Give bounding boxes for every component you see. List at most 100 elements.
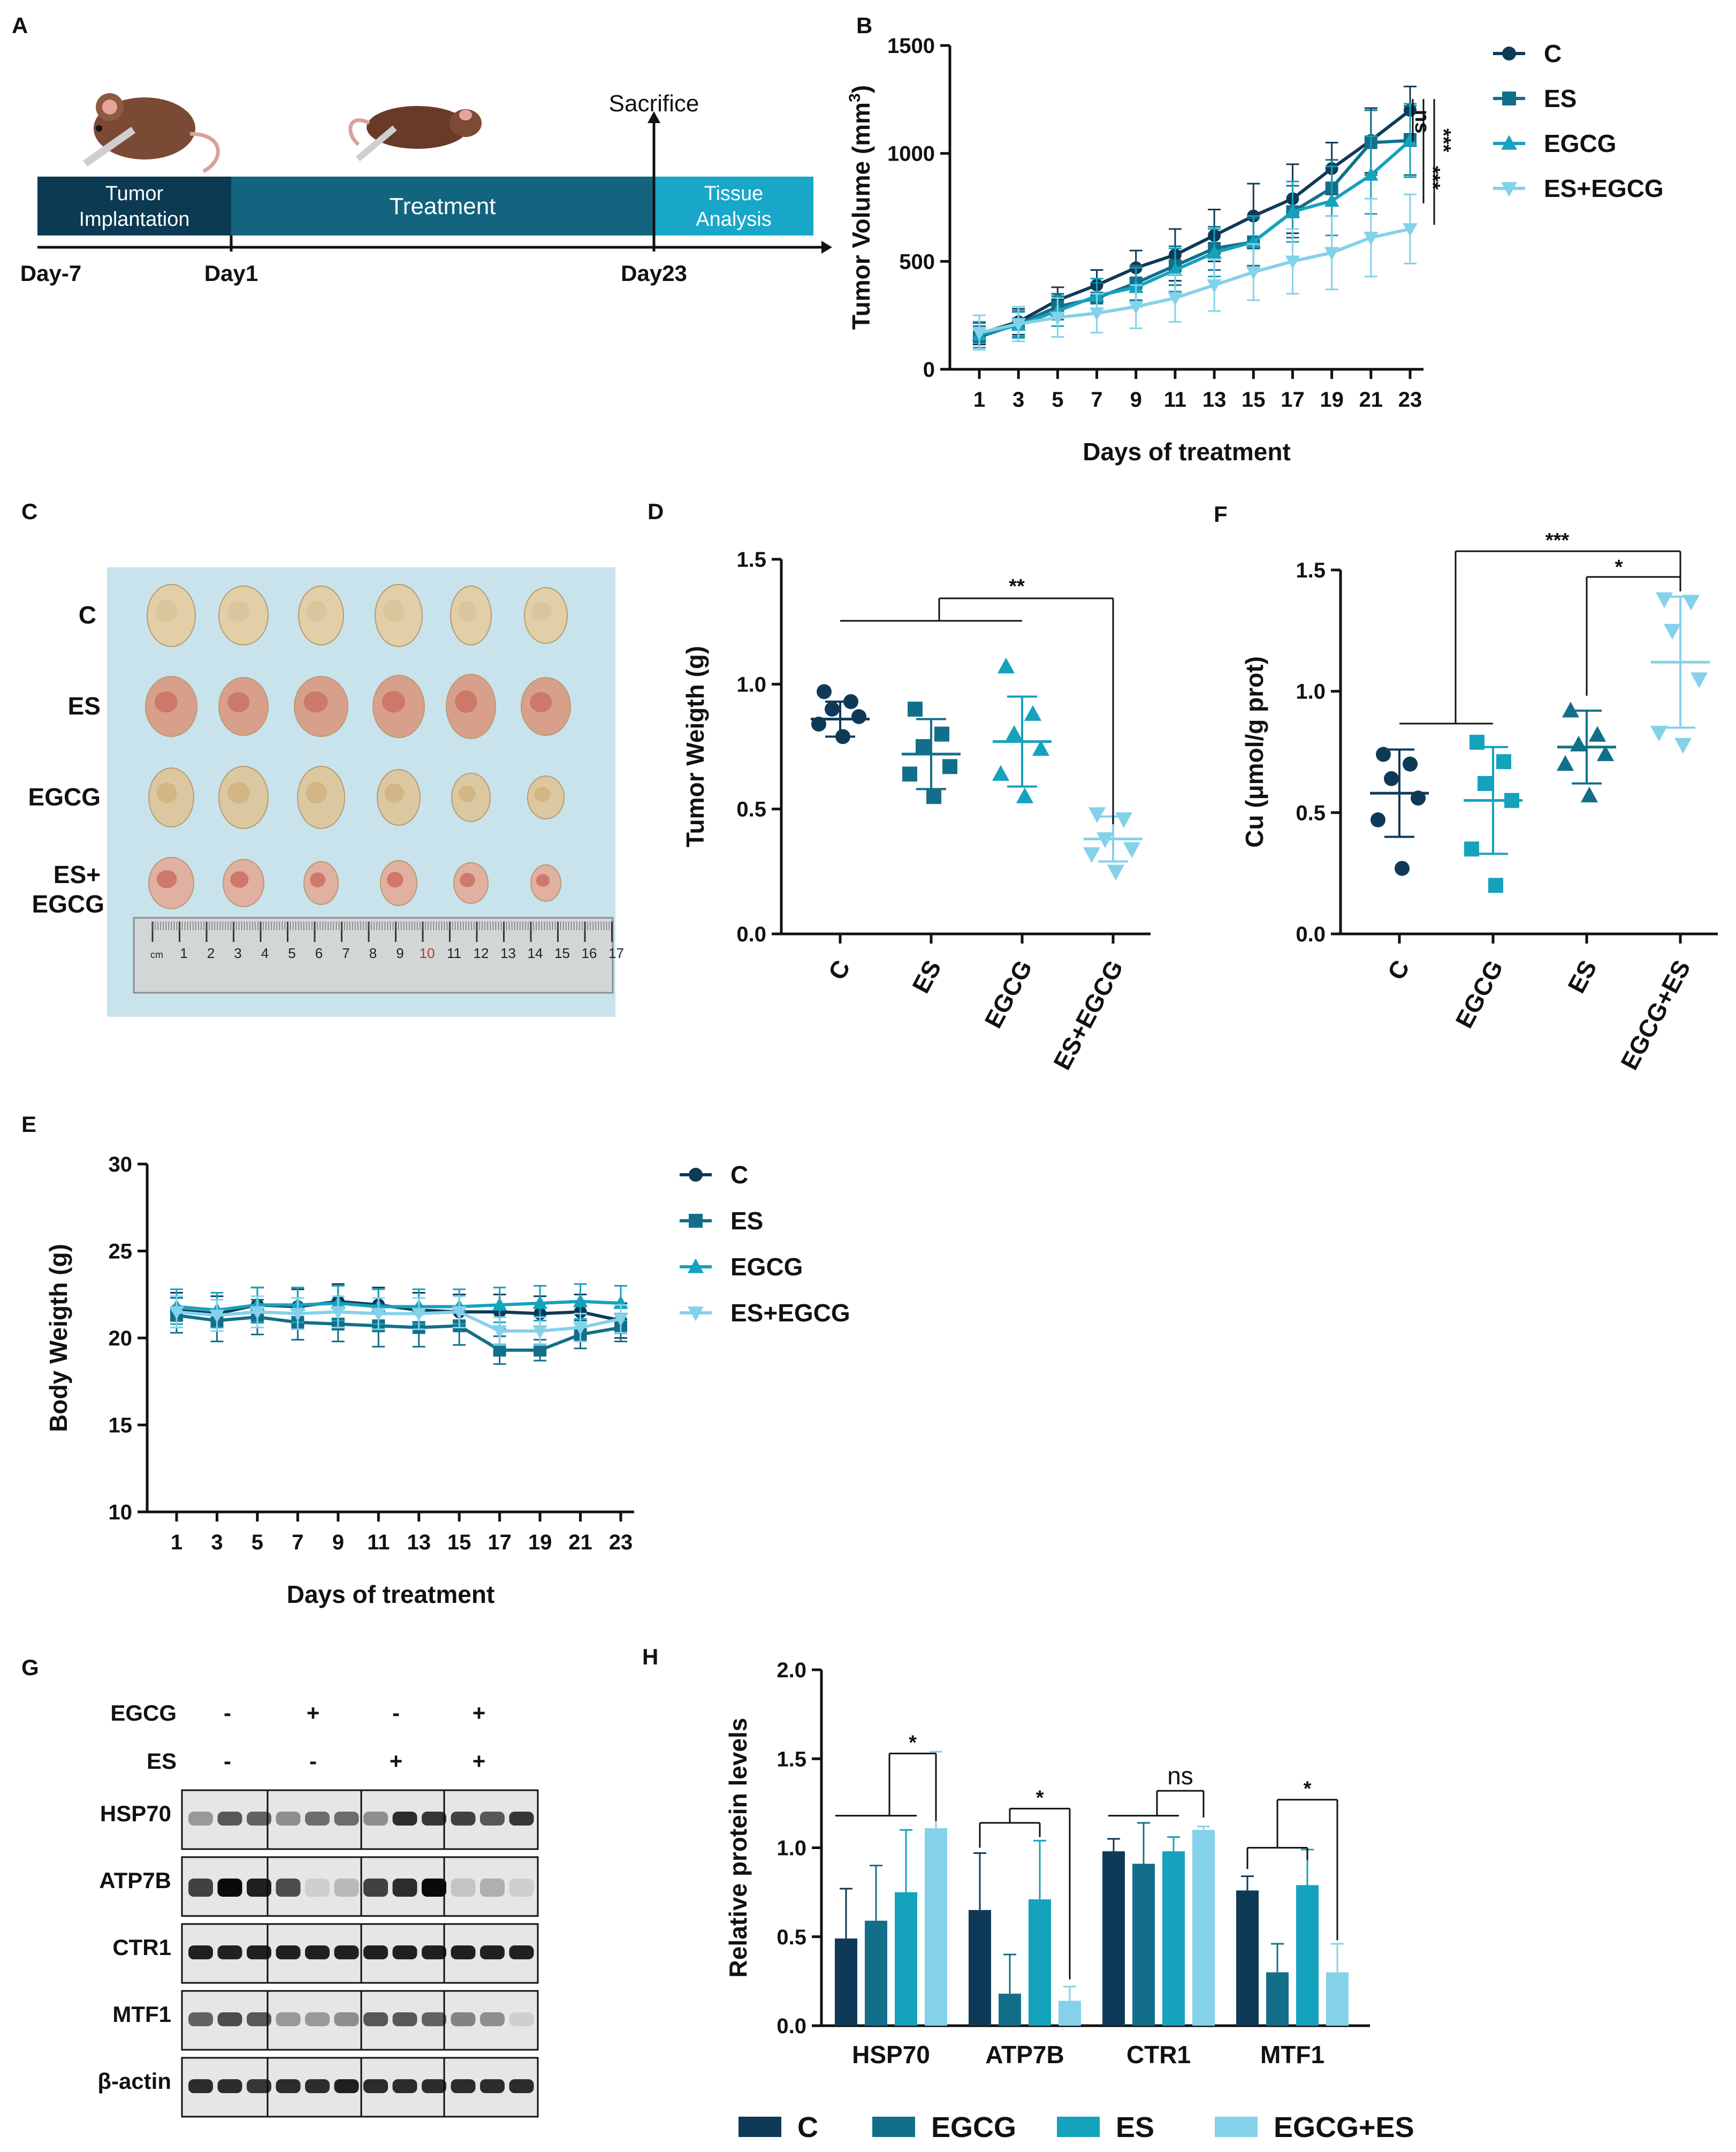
group-egcg-es bbox=[1650, 592, 1710, 754]
bar bbox=[925, 1828, 947, 2026]
data-point bbox=[1488, 878, 1503, 893]
tumor-highlight bbox=[227, 600, 250, 621]
tumor-highlight bbox=[382, 691, 406, 713]
ruler-label: 17 bbox=[608, 945, 624, 961]
blot-band bbox=[217, 1945, 242, 1959]
bar bbox=[1236, 1890, 1259, 2026]
blot-band bbox=[451, 1879, 476, 1897]
blot-band bbox=[363, 2012, 388, 2026]
legend-label: EGCG+ES bbox=[1274, 2111, 1414, 2143]
sacrifice-label: Sacrifice bbox=[609, 90, 699, 117]
tumor-highlight bbox=[386, 872, 403, 888]
tumor-highlight bbox=[385, 784, 404, 803]
data-point bbox=[1011, 318, 1026, 332]
series-line bbox=[979, 139, 1411, 337]
y-axis-title: Body Weigth (g) bbox=[44, 1244, 72, 1432]
timeline-implantation-segment bbox=[37, 177, 231, 235]
blot-band bbox=[363, 1945, 388, 1959]
data-point bbox=[532, 1325, 547, 1339]
y-axis-title: Tumor Volume (mm3) bbox=[846, 85, 875, 330]
data-point bbox=[1663, 623, 1681, 640]
x-tick-label: 17 bbox=[1281, 388, 1305, 412]
data-point bbox=[908, 702, 923, 717]
data-point bbox=[1207, 245, 1222, 258]
legend-swatch bbox=[872, 2117, 915, 2137]
data-point bbox=[916, 739, 931, 754]
tumor-highlight bbox=[532, 602, 551, 621]
y-tick-label: 1.0 bbox=[1296, 680, 1326, 704]
ruler-label: 4 bbox=[261, 945, 269, 961]
blot-band bbox=[363, 1812, 388, 1826]
blot-band bbox=[334, 1812, 359, 1826]
legend-marker bbox=[1501, 135, 1517, 150]
blot-band bbox=[480, 2079, 505, 2093]
sig-label: *** bbox=[1545, 529, 1570, 552]
blot-band bbox=[480, 2012, 505, 2026]
x-axis-title: Days of treatment bbox=[287, 1580, 495, 1608]
blot-band bbox=[305, 1945, 330, 1959]
y-tick-label: 0.0 bbox=[1296, 923, 1326, 946]
data-point bbox=[926, 789, 941, 804]
y-tick-label: 20 bbox=[109, 1327, 133, 1350]
data-point bbox=[1395, 861, 1410, 876]
bar bbox=[1102, 1851, 1125, 2026]
sig-label: ns bbox=[1167, 1762, 1193, 1790]
series-line bbox=[979, 139, 1411, 339]
y-tick-label: 1.5 bbox=[736, 548, 766, 572]
data-point bbox=[452, 1306, 467, 1320]
blot-band bbox=[188, 1879, 213, 1897]
blot-band bbox=[188, 2079, 213, 2093]
blot-band bbox=[509, 1879, 534, 1897]
tumor-highlight bbox=[536, 874, 550, 887]
series-line bbox=[176, 1299, 621, 1312]
series-line bbox=[176, 1313, 621, 1352]
blot-band bbox=[188, 2012, 213, 2026]
legend-label: ES+EGCG bbox=[1544, 174, 1664, 202]
data-point bbox=[1005, 725, 1023, 741]
data-point bbox=[1115, 812, 1133, 828]
legend-swatch bbox=[1215, 2117, 1258, 2137]
data-point bbox=[1024, 705, 1042, 721]
data-point bbox=[992, 765, 1010, 781]
blot-band bbox=[480, 1812, 505, 1826]
x-tick-label: C bbox=[1382, 955, 1415, 984]
blot-band bbox=[480, 1879, 505, 1897]
x-tick-label: ES+EGCG bbox=[1048, 955, 1129, 1074]
panel-g: G EGCG ES - + - + - - + + HSP70 ATP7B CTR1 MTF1 β-ac… bbox=[21, 1655, 539, 2118]
ruler-label: 16 bbox=[582, 945, 597, 961]
blot-band bbox=[451, 1945, 476, 1959]
ruler-label: 12 bbox=[474, 945, 489, 961]
legend-label: EGCG bbox=[1544, 130, 1616, 157]
x-tick-label: 7 bbox=[1091, 388, 1102, 412]
panel-h: H 0.0 0.5 1.0 1.5 2.0 Relative protein levels… bbox=[642, 1644, 1414, 2143]
ruler-label: 1 bbox=[180, 945, 187, 961]
data-point bbox=[1655, 592, 1673, 609]
legend-marker bbox=[689, 1214, 703, 1228]
y-tick-label: 0.5 bbox=[1296, 801, 1326, 825]
blot-band bbox=[188, 1945, 213, 1959]
blot-egcg-sign: + bbox=[473, 1700, 486, 1725]
data-point bbox=[492, 1297, 507, 1311]
legend-label: EGCG bbox=[730, 1253, 803, 1281]
data-point bbox=[825, 702, 840, 717]
panel-letter-h: H bbox=[642, 1644, 658, 1669]
series-egcg bbox=[972, 103, 1418, 349]
blot-band bbox=[247, 1812, 271, 1826]
y-tick-label: 0.5 bbox=[736, 798, 766, 822]
data-point bbox=[613, 1313, 628, 1327]
group-es bbox=[1556, 702, 1616, 803]
x-tick-label: 9 bbox=[332, 1531, 344, 1554]
y-tick-label: 1.0 bbox=[736, 673, 766, 696]
data-point bbox=[1123, 842, 1141, 858]
data-point bbox=[532, 1295, 547, 1309]
legend-label: EGCG bbox=[931, 2111, 1016, 2143]
data-point bbox=[1384, 771, 1399, 786]
blot-es-sign: + bbox=[473, 1748, 486, 1774]
tumor-highlight bbox=[530, 692, 552, 712]
x-tick-label: CTR1 bbox=[1126, 2041, 1191, 2069]
bar bbox=[1326, 1972, 1349, 2026]
tumor-highlight bbox=[227, 692, 250, 712]
data-point bbox=[1364, 232, 1379, 246]
sig-label: ** bbox=[1009, 575, 1025, 598]
